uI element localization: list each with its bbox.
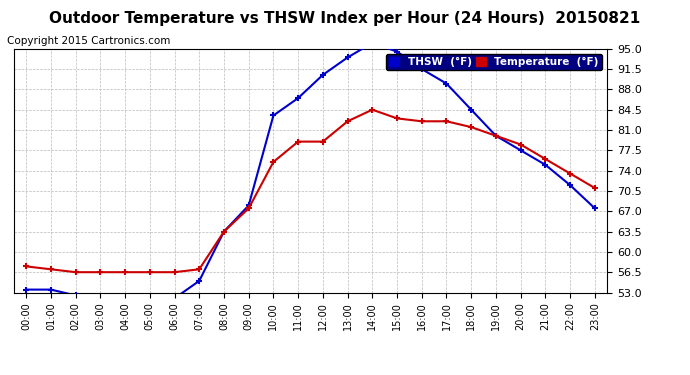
Text: Copyright 2015 Cartronics.com: Copyright 2015 Cartronics.com <box>7 36 170 46</box>
Legend: THSW  (°F), Temperature  (°F): THSW (°F), Temperature (°F) <box>386 54 602 70</box>
Text: Outdoor Temperature vs THSW Index per Hour (24 Hours)  20150821: Outdoor Temperature vs THSW Index per Ho… <box>50 11 640 26</box>
